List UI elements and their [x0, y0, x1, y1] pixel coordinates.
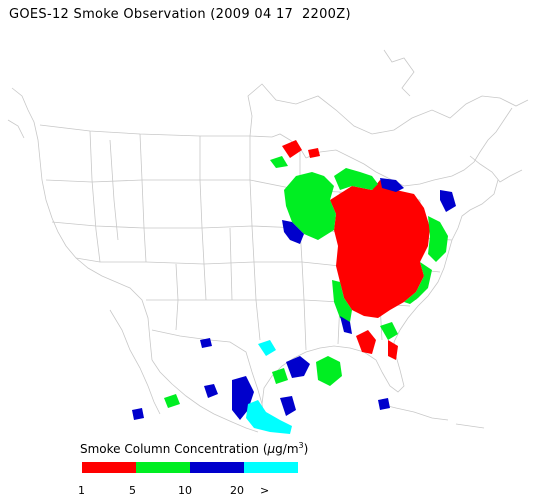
legend-tick-1: 1 — [78, 484, 85, 497]
legend-swatch-5-10 — [136, 462, 190, 473]
legend-tick-20: 20 — [230, 484, 244, 497]
legend-color-bar — [82, 462, 298, 473]
legend-swatch-1-5 — [82, 462, 136, 473]
legend-tick-greater: > — [260, 484, 270, 497]
smoke-band-20-plus — [246, 340, 292, 434]
smoke-map — [7, 49, 529, 434]
smoke-plumes — [132, 140, 456, 434]
legend-tick-10: 10 — [178, 484, 192, 497]
boundary-lines — [7, 49, 529, 433]
map-title: GOES-12 Smoke Observation (2009 04 17 22… — [9, 7, 351, 22]
unit-mu: μ — [267, 442, 276, 456]
legend-swatch-20-plus — [244, 462, 298, 473]
legend-tick-5: 5 — [129, 484, 136, 497]
smoke-band-10-20 — [132, 178, 456, 420]
legend-title: Smoke Column Concentration (μg/m3) — [80, 441, 309, 456]
legend-swatch-10-20 — [190, 462, 244, 473]
smoke-band-5-10 — [164, 156, 448, 408]
